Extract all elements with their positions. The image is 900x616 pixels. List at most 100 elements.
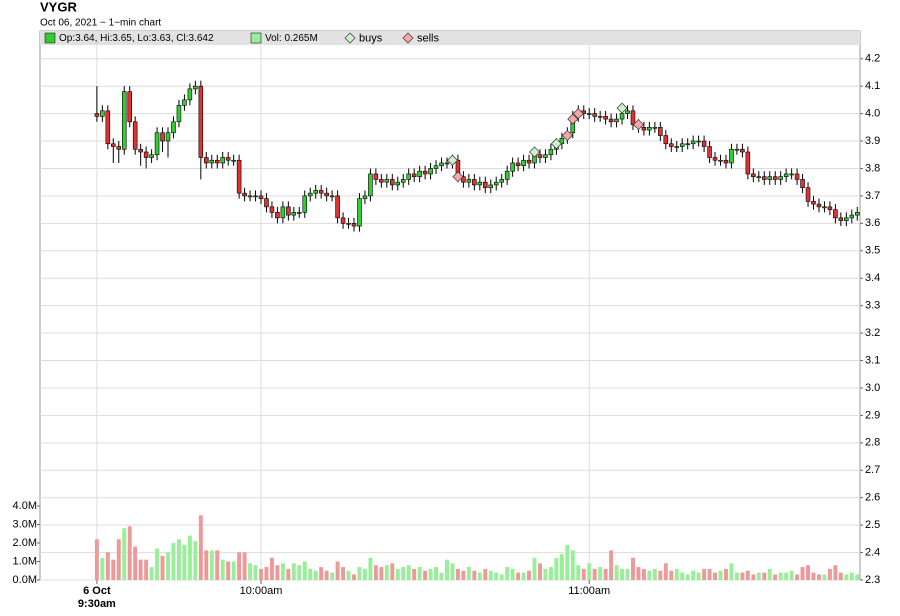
- candle-body: [483, 181, 488, 188]
- candle-body: [756, 176, 762, 178]
- volume-bar: [674, 568, 679, 580]
- candle-body: [844, 217, 849, 221]
- volume-bar: [308, 568, 313, 580]
- candle-body: [838, 217, 844, 221]
- candle-body: [619, 113, 625, 120]
- candle-body: [493, 181, 499, 186]
- volume-bar: [166, 552, 170, 580]
- volume-bar: [647, 570, 652, 580]
- candle-body: [368, 173, 373, 197]
- candle-body: [94, 113, 100, 117]
- candle-body: [121, 91, 127, 150]
- volume-bar: [423, 570, 428, 580]
- trade-marker: [561, 130, 573, 142]
- legend-label: sells: [417, 32, 440, 44]
- volume-bar: [193, 541, 198, 580]
- candle-body: [537, 154, 543, 158]
- candle-body: [849, 214, 855, 219]
- candle-body: [269, 206, 275, 213]
- volume-bar: [362, 568, 367, 580]
- y-tick-label: 2.8: [865, 437, 880, 449]
- candle-body: [204, 157, 209, 164]
- volume-bar: [516, 572, 521, 580]
- candle-body: [592, 113, 597, 117]
- candle-body: [439, 162, 444, 167]
- volume-bar: [713, 572, 718, 580]
- legend-swatch: [44, 32, 56, 44]
- volume-bar: [488, 570, 493, 580]
- y-tick-label: 3.5: [865, 245, 880, 257]
- volume-bar: [598, 567, 603, 580]
- volume-bar: [527, 570, 532, 580]
- trade-marker: [567, 113, 579, 125]
- candle-body: [373, 173, 379, 180]
- volume-bar: [445, 559, 449, 580]
- y-tick-label: 3.3: [865, 300, 880, 312]
- candle-body: [193, 85, 198, 90]
- candle-body: [679, 143, 685, 147]
- volume-bar: [182, 544, 187, 580]
- candle-body: [275, 212, 280, 219]
- volume-bar: [718, 570, 723, 580]
- volume-bar: [538, 563, 542, 580]
- candle-body: [652, 127, 658, 129]
- volume-bar: [855, 574, 860, 580]
- y-tick-label: 4.0: [865, 107, 880, 119]
- volume-bar: [767, 568, 772, 580]
- candle-body: [663, 135, 669, 145]
- y-tick-label: 2.7: [865, 464, 880, 476]
- volume-bar: [116, 539, 121, 580]
- candle-body: [253, 195, 258, 198]
- volume-bar: [762, 572, 767, 580]
- candle-body: [701, 140, 707, 147]
- volume-bar: [379, 567, 384, 580]
- candle-body: [209, 159, 215, 164]
- volume-bar: [133, 546, 138, 580]
- y-tick-label: 3.4: [865, 272, 880, 284]
- x-tick-label: 9:30am: [78, 598, 116, 610]
- candle-body: [422, 170, 428, 175]
- x-tick-label: 10:00am: [240, 585, 283, 597]
- y-tick-label: 3.1: [865, 354, 880, 366]
- candle-body: [297, 212, 302, 214]
- volume-bar: [275, 565, 280, 580]
- candle-body: [231, 159, 236, 162]
- volume-bar: [565, 544, 570, 580]
- candle-body: [176, 105, 182, 123]
- candle-body: [362, 195, 368, 199]
- volume-bar: [155, 548, 160, 580]
- candle-body: [854, 212, 860, 216]
- candle-body: [329, 195, 335, 198]
- volume-bar: [631, 557, 635, 580]
- volume-bar: [795, 574, 800, 580]
- volume-bar: [335, 561, 340, 580]
- candle-body: [472, 179, 477, 186]
- volume-bar: [570, 550, 575, 580]
- candle-body: [658, 127, 663, 136]
- volume-bar: [756, 572, 761, 580]
- y-tick-label: 4.2: [865, 53, 880, 65]
- trade-marker: [632, 119, 644, 131]
- chart-title: VYGR: [40, 0, 77, 14]
- volume-bar: [680, 572, 685, 580]
- candle-body: [307, 192, 313, 197]
- volume-bar: [827, 568, 832, 580]
- volume-bar: [450, 563, 455, 580]
- volume-bar: [406, 565, 411, 580]
- trade-marker: [529, 146, 541, 158]
- candle-body: [603, 116, 608, 120]
- volume-tick-label: 2.0M: [13, 537, 37, 549]
- candle-body: [247, 195, 253, 198]
- volume-bar: [319, 567, 324, 580]
- volume-bar: [833, 565, 838, 580]
- candle-body: [242, 192, 247, 197]
- volume-bar: [505, 567, 510, 580]
- volume-bar: [773, 574, 778, 580]
- y-tick-label: 3.9: [865, 135, 880, 147]
- candle-body: [379, 179, 384, 183]
- volume-bar: [707, 568, 712, 580]
- candle-body: [548, 148, 554, 156]
- volume-bar: [324, 570, 329, 580]
- candle-body: [515, 162, 521, 167]
- volume-bar: [357, 567, 362, 580]
